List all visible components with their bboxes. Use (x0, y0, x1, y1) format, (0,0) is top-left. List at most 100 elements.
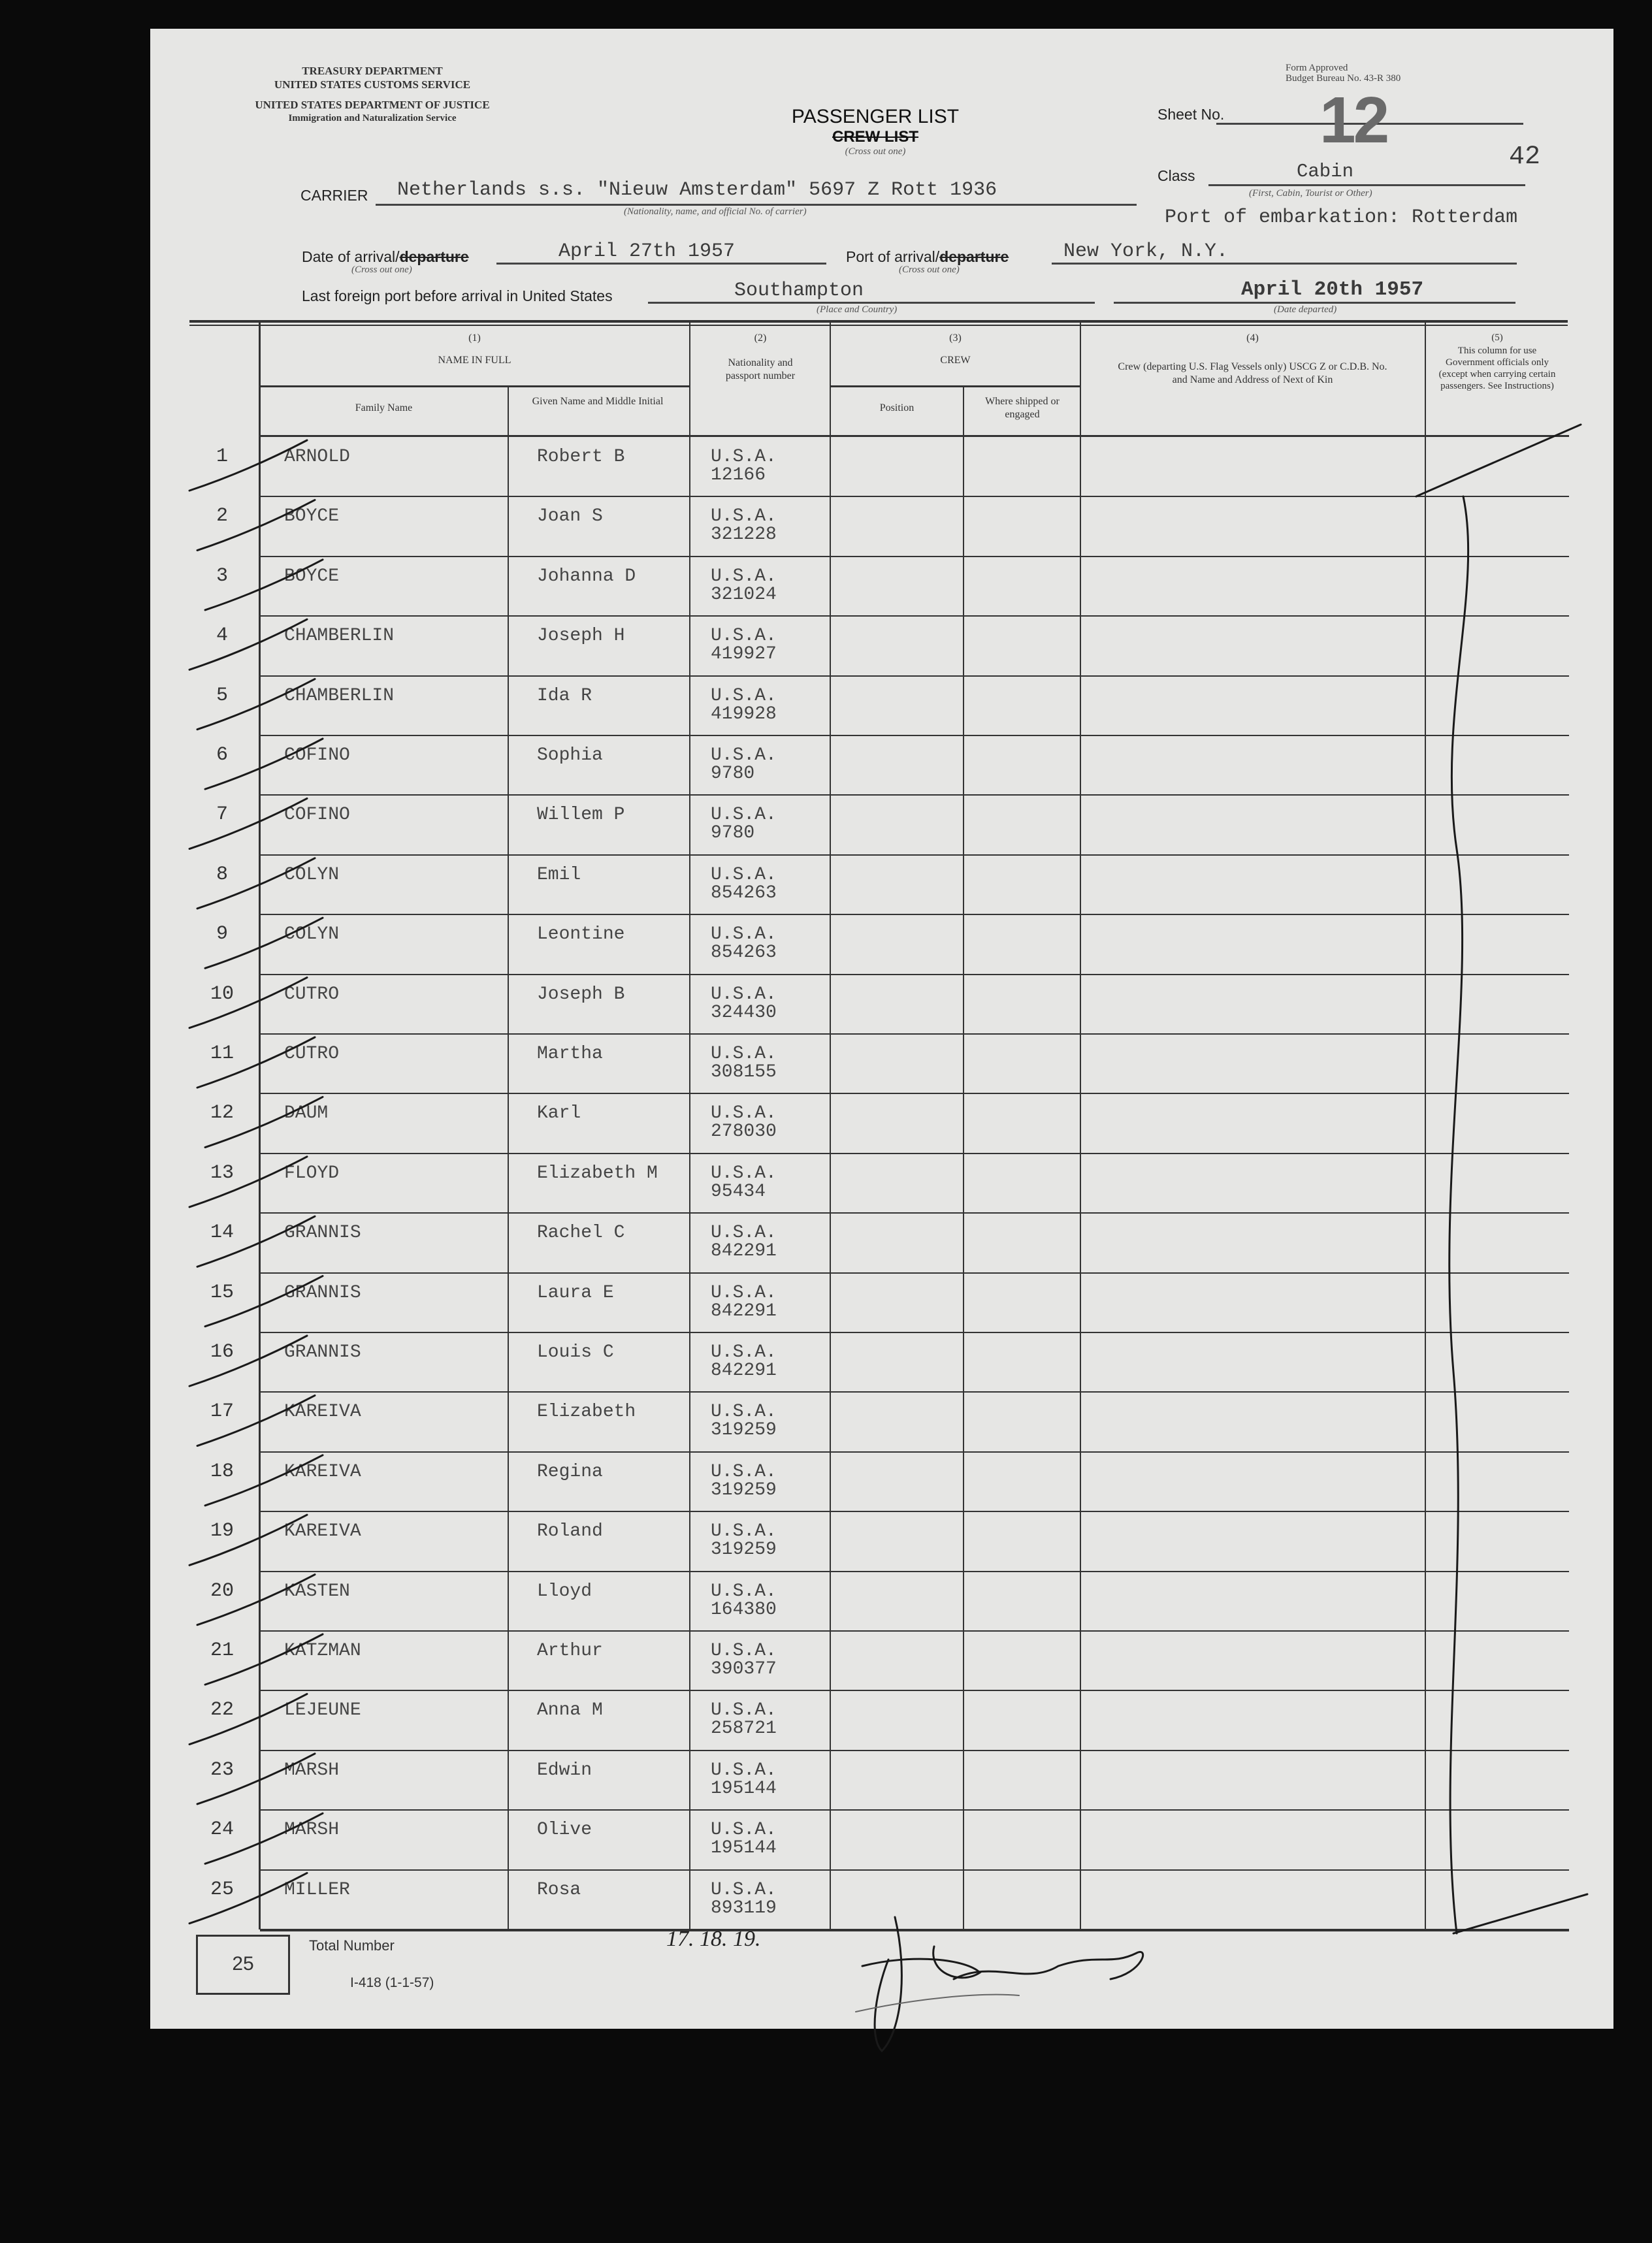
passport-number: 308155 (711, 1062, 777, 1082)
agency-block: TREASURY DEPARTMENT UNITED STATES CUSTOM… (216, 64, 529, 125)
port-label-text: Port of arrival/ (846, 248, 940, 265)
row-number: 25 (210, 1878, 234, 1901)
nationality-passport: U.S.A. 319259 (711, 1523, 777, 1559)
nationality: U.S.A. (711, 1342, 777, 1363)
class-line (1208, 184, 1525, 186)
row-number: 23 (210, 1758, 234, 1781)
nationality-passport: U.S.A. 9780 (711, 806, 777, 843)
given-name: Elizabeth M (537, 1163, 658, 1184)
nationality-passport: U.S.A. 324430 (711, 984, 777, 1022)
nationality-passport: U.S.A. 842291 (711, 1344, 777, 1380)
nationality: U.S.A. (711, 1700, 777, 1721)
row-number: 4 (216, 624, 228, 647)
check-mark (188, 1692, 308, 1746)
given-name: Roland (537, 1521, 603, 1542)
nationality-passport: U.S.A. 893119 (711, 1879, 777, 1918)
nationality-passport: U.S.A. 854263 (711, 926, 777, 962)
check-mark (188, 618, 308, 671)
nationality: U.S.A. (711, 984, 777, 1005)
col3-title: CREW (940, 355, 971, 366)
family-name: MILLER (284, 1879, 350, 1900)
customs-service: UNITED STATES CUSTOMS SERVICE (274, 78, 471, 91)
total-label: Total Number (309, 1937, 395, 1954)
family-name: KATZMAN (284, 1641, 361, 1661)
title-block: PASSENGER LIST CREW LIST (Cross out one) (784, 106, 967, 157)
port-line (1052, 263, 1517, 265)
passport-number: 195144 (711, 1778, 777, 1799)
page-title: PASSENGER LIST (791, 106, 960, 127)
nationality: U.S.A. (711, 1223, 777, 1244)
check-mark (196, 1215, 316, 1268)
column5-bottom-slash (1452, 1893, 1589, 1935)
last-port-note: (Place and Country) (817, 304, 898, 315)
col5-number: (5) (1491, 332, 1503, 343)
nationality: U.S.A. (711, 1641, 777, 1661)
family-name: COFINO (284, 745, 350, 766)
form-number: I-418 (1-1-57) (350, 1975, 434, 1990)
row-number: 17 (210, 1400, 234, 1423)
budget-bureau-text: Budget Bureau No. 43-R 380 (1286, 73, 1401, 84)
title-note: (Cross out one) (845, 146, 906, 157)
family-name: COLYN (284, 924, 340, 945)
carrier-label: CARRIER (300, 187, 368, 204)
row-divider (260, 914, 1569, 916)
given-name: Laura E (537, 1282, 614, 1303)
class-note: (First, Cabin, Tourist or Other) (1249, 188, 1372, 199)
departure-crossed: departure (399, 248, 469, 265)
given-name-header: Given Name and Middle Initial (532, 396, 664, 407)
passport-number: 164380 (711, 1599, 777, 1620)
nationality-passport: U.S.A. 419928 (711, 685, 777, 724)
col2-title: Nationality and passport number (725, 357, 796, 381)
treasury-department: TREASURY DEPARTMENT (302, 65, 443, 77)
row-number: 14 (210, 1221, 234, 1244)
check-mark (196, 1573, 316, 1626)
col3-header: (3) CREW (831, 332, 1080, 367)
date-label-text: Date of arrival/ (302, 248, 400, 265)
col2-header: (2) Nationality and passport number (691, 332, 830, 383)
passport-number: 893119 (711, 1897, 777, 1918)
check-mark (188, 439, 308, 492)
nationality: U.S.A. (711, 685, 777, 706)
passport-number: 419927 (711, 644, 777, 665)
given-name: Edwin (537, 1760, 592, 1781)
column5-slash (1415, 423, 1582, 498)
port-departure-crossed: departure (939, 248, 1009, 265)
passport-number: 258721 (711, 1719, 777, 1739)
nationality: U.S.A. (711, 805, 777, 826)
row-number: 11 (210, 1042, 234, 1065)
row-number: 7 (216, 803, 228, 826)
sheet-line (1216, 123, 1523, 125)
nationality-passport: U.S.A. 842291 (711, 1224, 777, 1261)
nationality-passport: U.S.A. 321024 (711, 567, 777, 604)
given-name: Rosa (537, 1879, 581, 1900)
nationality-passport: U.S.A. 9780 (711, 747, 777, 783)
family-name: BOYCE (284, 566, 340, 587)
row-divider (260, 615, 1569, 617)
class-value: Cabin (1297, 161, 1354, 182)
nationality-passport: U.S.A. 319259 (711, 1403, 777, 1440)
nationality: U.S.A. (711, 1103, 777, 1124)
row-divider (260, 496, 1569, 498)
nationality: U.S.A. (711, 924, 777, 945)
passport-number: 9780 (711, 823, 755, 844)
form-approved-text: Form Approved (1286, 63, 1348, 73)
port-label: Port of arrival/departure (846, 248, 1009, 266)
family-name: CHAMBERLIN (284, 626, 395, 647)
nationality: U.S.A. (711, 864, 777, 885)
name-subheader-rule (260, 385, 689, 387)
nationality: U.S.A. (711, 1760, 777, 1781)
crew-list-crossed: CREW LIST (832, 128, 918, 146)
check-mark (204, 737, 324, 790)
col2-number: (2) (754, 332, 767, 344)
col-divider-where (963, 386, 964, 1929)
nationality: U.S.A. (711, 1879, 777, 1900)
col-divider-5 (1425, 323, 1426, 1929)
row-number: 13 (210, 1161, 234, 1184)
handwritten-annotation: 17. 18. 19. (666, 1927, 761, 1951)
nationality-passport: U.S.A. 854263 (711, 864, 777, 903)
check-mark (204, 916, 324, 969)
table-bottom-rule (260, 1929, 1569, 1931)
nationality: U.S.A. (711, 1163, 777, 1184)
row-number: 20 (210, 1579, 234, 1602)
